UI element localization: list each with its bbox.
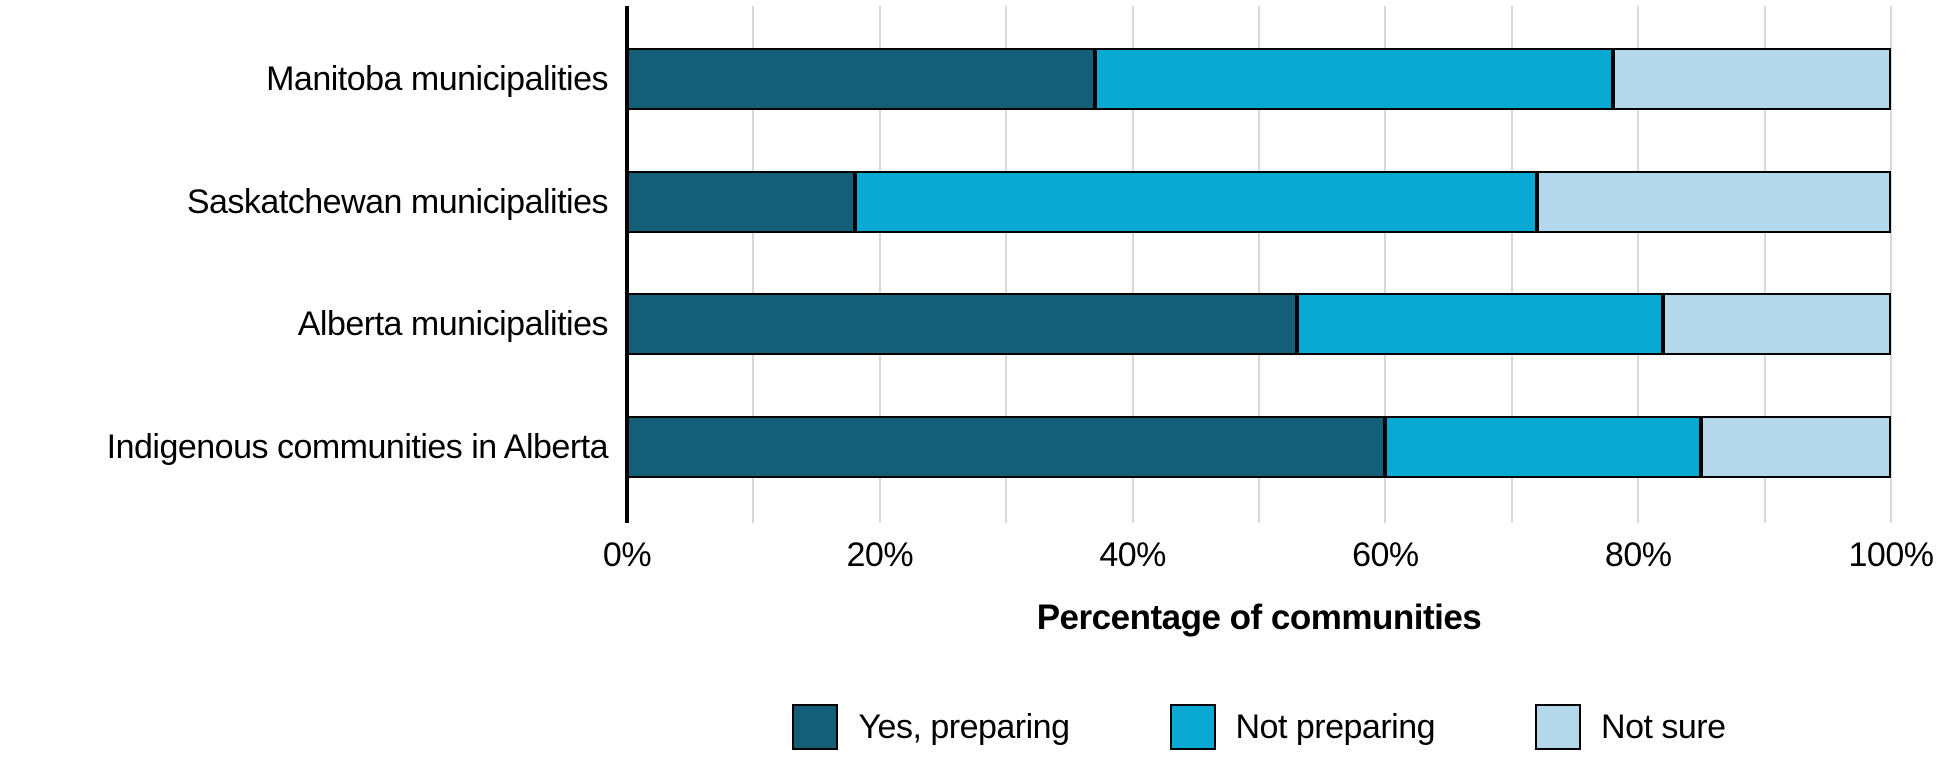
legend-item-not-sure: Not sure bbox=[1535, 704, 1726, 750]
bar-segment-saskatchewan-municipalities-not-preparing bbox=[854, 170, 1538, 233]
gridline-70 bbox=[1510, 6, 1513, 523]
bar-manitoba-municipalities bbox=[627, 48, 1891, 110]
x-tick-0: 0% bbox=[602, 536, 652, 574]
category-label-manitoba-municipalities: Manitoba municipalities bbox=[266, 60, 608, 98]
category-label-saskatchewan-municipalities: Saskatchewan municipalities bbox=[186, 182, 609, 221]
gridline-30 bbox=[1005, 6, 1008, 523]
legend-item-not-preparing: Not preparing bbox=[1169, 704, 1436, 750]
bar-alberta-municipalities bbox=[627, 293, 1891, 356]
legend-swatch-not-preparing bbox=[1169, 704, 1216, 750]
y-axis-line bbox=[625, 6, 629, 523]
gridline-20 bbox=[878, 6, 881, 523]
gridline-80 bbox=[1637, 6, 1640, 523]
legend: Yes, preparing Not preparing Not sure bbox=[627, 704, 1891, 750]
gridline-40 bbox=[1131, 6, 1134, 523]
x-axis-ticks: 0% 20% 40% 60% 80% 100% bbox=[603, 536, 1934, 580]
bar-segment-alberta-municipalities-not-sure bbox=[1663, 293, 1891, 356]
legend-item-yes-preparing: Yes, preparing bbox=[792, 704, 1070, 750]
x-tick-60: 60% bbox=[1352, 536, 1419, 574]
bar-indigenous-communities-in-alberta bbox=[627, 415, 1891, 478]
bar-segment-alberta-municipalities-yes-preparing bbox=[627, 293, 1297, 356]
x-tick-100: 100% bbox=[1848, 536, 1934, 574]
bar-segment-manitoba-municipalities-not-preparing bbox=[1094, 48, 1613, 110]
bar-segment-indigenous-communities-in-alberta-yes-preparing bbox=[627, 415, 1386, 478]
bar-saskatchewan-municipalities bbox=[627, 170, 1891, 233]
legend-label-not-sure: Not sure bbox=[1601, 707, 1726, 746]
bar-segment-manitoba-municipalities-yes-preparing bbox=[627, 48, 1095, 110]
gridline-90 bbox=[1763, 6, 1766, 523]
plot-area bbox=[625, 6, 1892, 523]
bar-segment-indigenous-communities-in-alberta-not-preparing bbox=[1385, 415, 1702, 478]
legend-label-not-preparing: Not preparing bbox=[1235, 707, 1436, 746]
bar-segment-manitoba-municipalities-not-sure bbox=[1612, 48, 1891, 110]
x-tick-80: 80% bbox=[1604, 536, 1672, 574]
category-label-indigenous-communities-in-alberta: Indigenous communities in Alberta bbox=[106, 427, 609, 466]
bar-segment-alberta-municipalities-not-preparing bbox=[1296, 293, 1664, 356]
legend-swatch-not-sure bbox=[1535, 704, 1582, 750]
gridline-50 bbox=[1258, 6, 1260, 523]
bar-segment-indigenous-communities-in-alberta-not-sure bbox=[1701, 415, 1891, 478]
gridline-10 bbox=[752, 6, 755, 523]
gridline-100 bbox=[1890, 6, 1892, 523]
legend-swatch-yes-preparing bbox=[792, 704, 839, 750]
legend-label-yes-preparing: Yes, preparing bbox=[858, 707, 1070, 746]
bar-segment-saskatchewan-municipalities-yes-preparing bbox=[627, 170, 855, 233]
gridline-60 bbox=[1384, 6, 1387, 523]
x-tick-20: 20% bbox=[846, 536, 914, 574]
x-axis-title: Percentage of communities bbox=[1036, 598, 1482, 637]
bar-segment-saskatchewan-municipalities-not-sure bbox=[1537, 170, 1891, 233]
x-tick-40: 40% bbox=[1099, 536, 1166, 574]
category-label-alberta-municipalities: Alberta municipalities bbox=[297, 305, 609, 344]
